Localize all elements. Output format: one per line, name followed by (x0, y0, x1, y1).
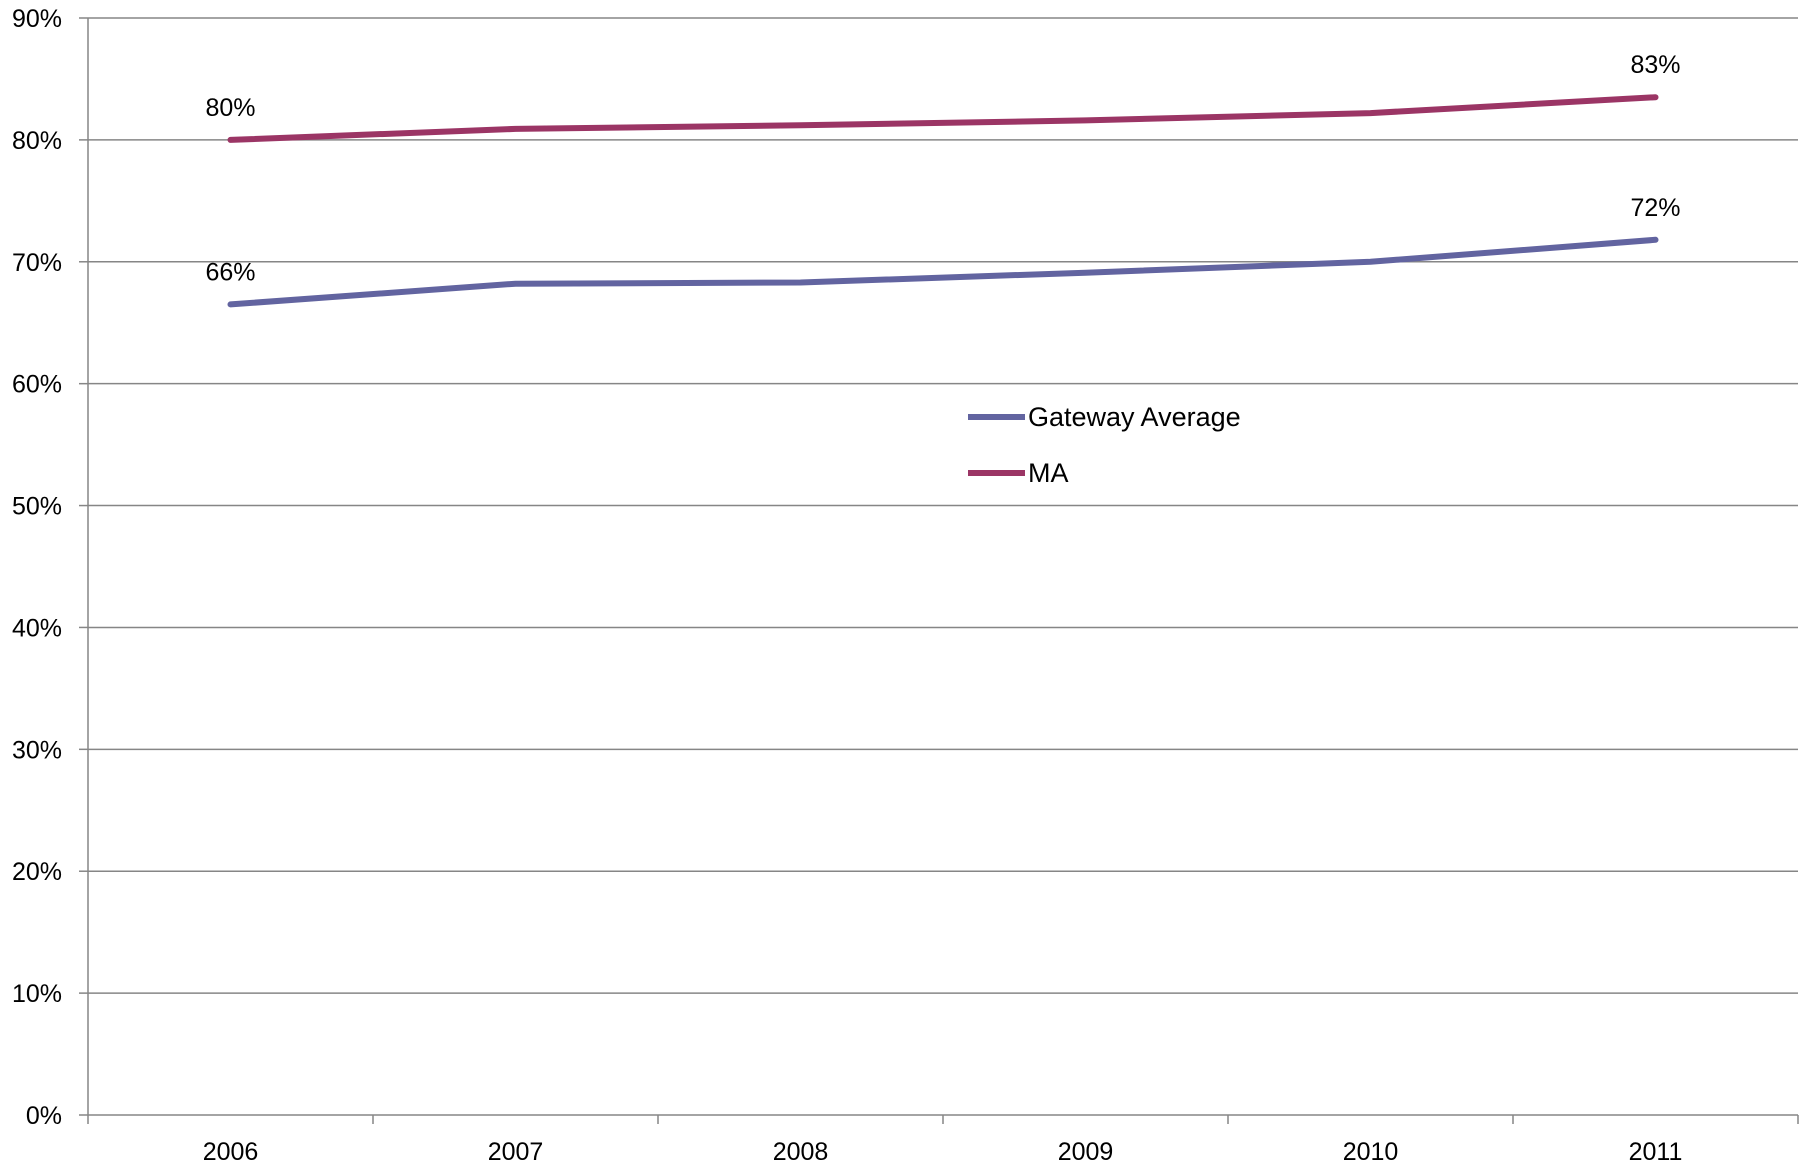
data-label: 83% (1630, 51, 1680, 79)
data-label: 80% (205, 94, 255, 122)
y-tick-label: 50% (12, 493, 62, 521)
y-tick-label: 60% (12, 371, 62, 399)
x-axis-tick-labels: 2006 2007 2008 2009 2010 2011 (203, 1138, 1683, 1166)
series-line-ma (227, 94, 1659, 143)
y-tick-label: 40% (12, 614, 62, 642)
y-tick-label: 0% (26, 1102, 62, 1130)
x-tick-label: 2007 (488, 1138, 544, 1166)
x-tick-label: 2010 (1343, 1138, 1399, 1166)
x-tick-label: 2011 (1629, 1138, 1683, 1166)
legend: Gateway Average MA (968, 402, 1241, 488)
series-line-gateway-average (227, 236, 1659, 308)
y-tick-label: 70% (12, 249, 62, 277)
data-label: 66% (205, 258, 255, 286)
gridlines (88, 17, 1798, 994)
y-tick-label: 10% (12, 980, 62, 1008)
y-tick-label: 30% (12, 736, 62, 764)
x-tick-label: 2006 (203, 1138, 259, 1166)
x-tick-label: 2009 (1058, 1138, 1114, 1166)
y-tick-label: 20% (12, 858, 62, 886)
x-tick-label: 2008 (773, 1138, 829, 1166)
y-tick-label: 80% (12, 127, 62, 155)
legend-label: MA (1028, 458, 1069, 488)
series-lines (227, 94, 1659, 308)
y-tick-label: 90% (12, 5, 62, 33)
legend-label: Gateway Average (1028, 402, 1241, 432)
axes (79, 17, 1799, 1124)
data-label: 72% (1630, 194, 1680, 222)
y-axis-tick-labels: 0% 10% 20% 30% 40% 50% 60% 70% 80% 90% (12, 5, 62, 1130)
data-labels: 66% 72% 80% 83% (205, 51, 1680, 286)
